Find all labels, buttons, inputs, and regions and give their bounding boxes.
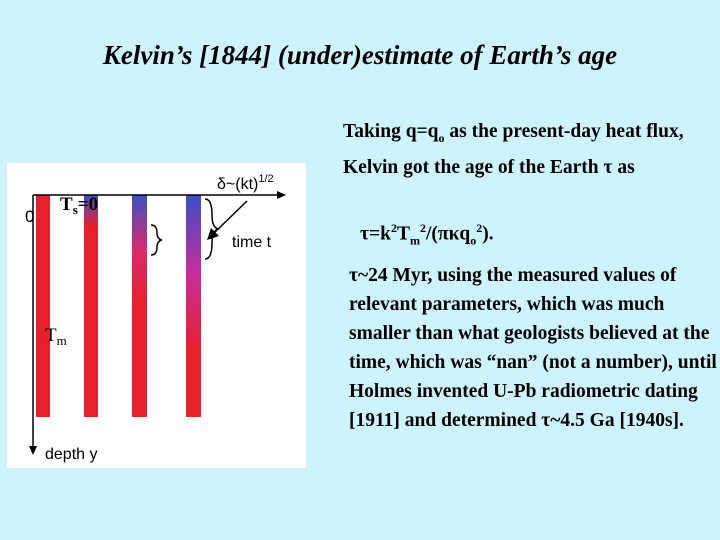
profile-bar [84, 195, 98, 417]
figure-bg [7, 163, 306, 468]
mantle-temp-label: Tm [45, 325, 67, 348]
time-axis-label: time t [232, 234, 272, 251]
arrow-head [277, 191, 286, 199]
arrow-head [207, 228, 219, 240]
figure: 0 Ts=0 δ~(kt)1/2 time t Tm depth y [7, 163, 306, 468]
paragraph: τ~24 Myr, using the measured values of r… [349, 265, 717, 431]
surface-temp-label: Ts=0 [60, 194, 98, 217]
paragraph: Taking q=qo as the present-day heat flux… [343, 121, 684, 178]
depth-axis-label: depth y [45, 446, 97, 463]
profile-bar [36, 195, 50, 417]
pointer-arrow [211, 200, 248, 236]
formula: τ=k2Tm2/(πκqo2). [360, 221, 494, 248]
profile-bar [186, 195, 201, 417]
profile-bar [132, 195, 147, 417]
origin-label: 0 [25, 207, 34, 226]
boundary-layer-label: δ~(kt)1/2 [217, 173, 274, 193]
slide-title: Kelvin’s [1844] (under)estimate of Earth… [102, 40, 618, 70]
brace [150, 224, 163, 256]
arrow-head [29, 446, 37, 455]
